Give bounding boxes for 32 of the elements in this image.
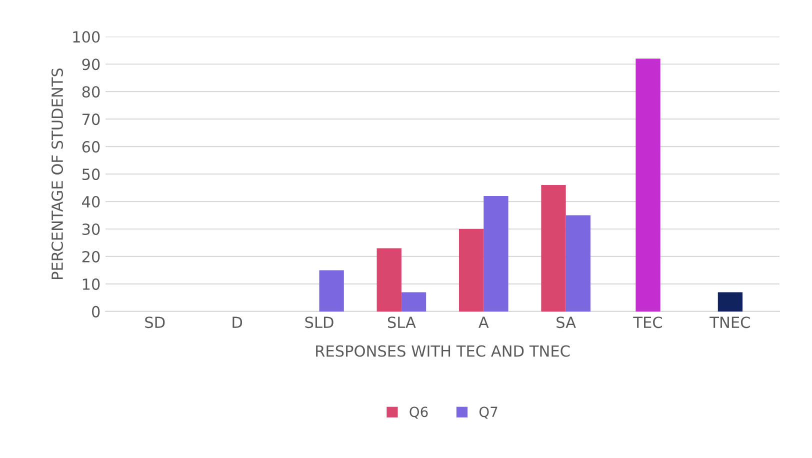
bar [541, 185, 566, 312]
bar [566, 215, 590, 312]
x-tick-label: SLA [388, 316, 416, 328]
bar [401, 292, 426, 312]
bar [718, 292, 743, 312]
x-tick-label: SLD [305, 316, 334, 328]
bar [458, 229, 484, 312]
y-tick-label: 0 [92, 306, 100, 318]
y-tick-label: 100 [73, 31, 100, 43]
y-tick-label: 70 [82, 114, 100, 126]
legend-label: Q6 [410, 406, 428, 419]
x-tick-label: TNEC [710, 316, 750, 328]
x-tick-label: D [232, 316, 242, 328]
y-tick-label: 10 [82, 278, 100, 290]
bar [636, 58, 660, 312]
x-tick-label: SD [145, 316, 165, 328]
y-tick-label: 30 [82, 223, 100, 236]
x-tick-label: SA [556, 316, 576, 328]
x-tick-label: A [478, 316, 489, 328]
bar [484, 196, 508, 312]
y-tick-label: 40 [82, 196, 100, 208]
y-tick-label: 50 [82, 168, 100, 180]
bar [376, 248, 402, 312]
y-tick-label: 60 [82, 141, 100, 153]
x-tick-label: TEC [633, 316, 662, 328]
y-tick-label: 80 [82, 86, 100, 98]
x-axis-title: RESPONSES WITH TEC AND TNEC [316, 345, 570, 357]
bar [319, 270, 344, 312]
y-tick-label: 20 [82, 250, 100, 262]
y-tick-label: 90 [82, 58, 100, 70]
legend-label: Q7 [479, 406, 498, 419]
y-axis-title: PERCENTAGE OF STUDENTS [51, 68, 64, 279]
